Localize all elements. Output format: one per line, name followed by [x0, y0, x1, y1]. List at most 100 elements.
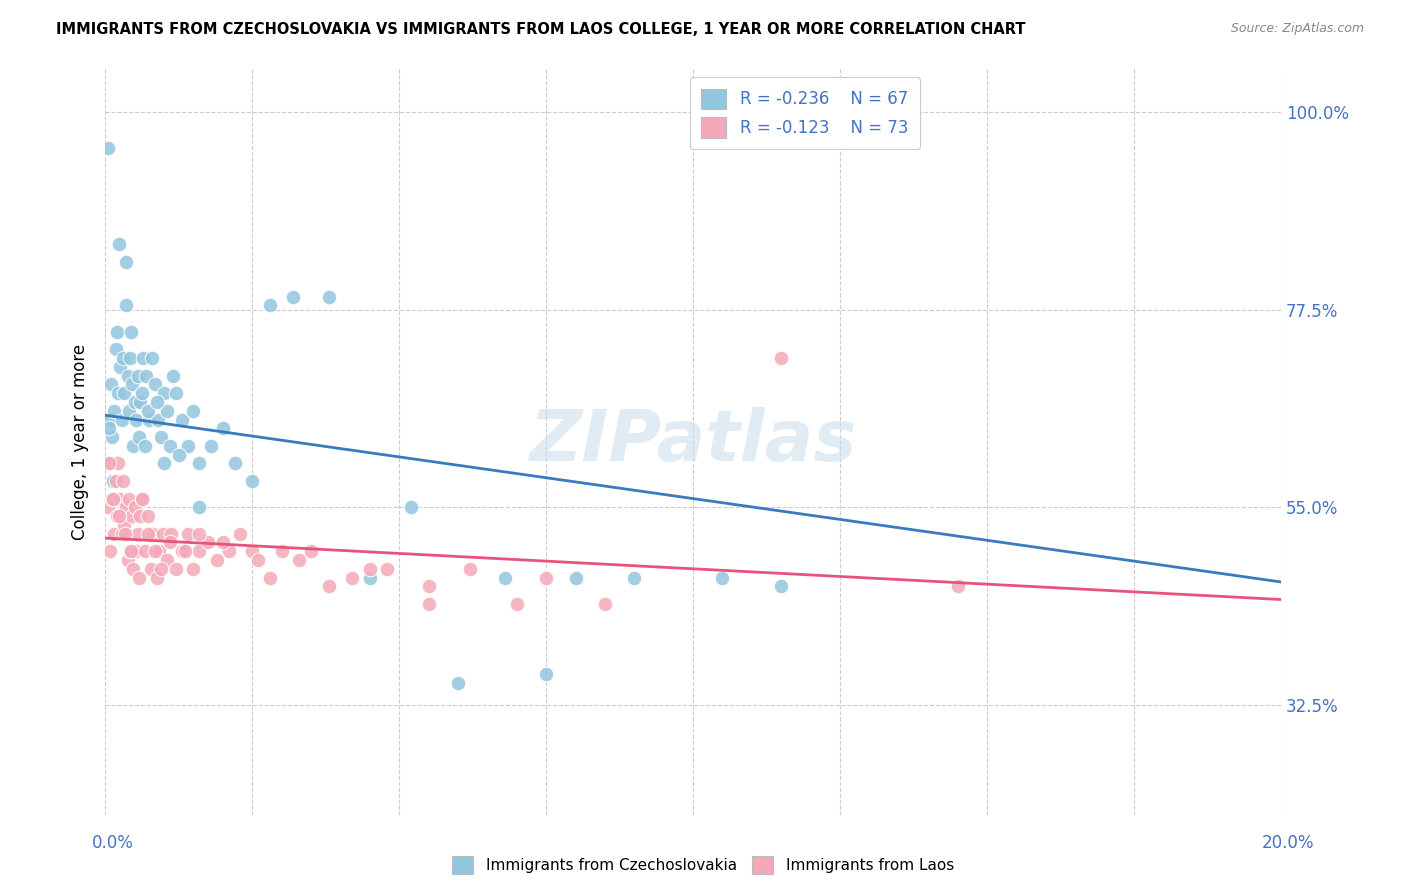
Point — [104, 474, 127, 488]
Point — [770, 579, 793, 593]
Point — [114, 298, 136, 312]
Point — [564, 571, 586, 585]
Point — [120, 544, 142, 558]
Point — [122, 562, 145, 576]
Point — [534, 571, 557, 585]
Point — [129, 395, 152, 409]
Point — [125, 544, 148, 558]
Point — [117, 368, 139, 383]
Point — [205, 553, 228, 567]
Point — [183, 404, 205, 418]
Point — [770, 351, 793, 366]
Point — [153, 386, 176, 401]
Point — [97, 421, 120, 435]
Point — [146, 571, 169, 585]
Point — [134, 544, 156, 558]
Legend: Immigrants from Czechoslovakia, Immigrants from Laos: Immigrants from Czechoslovakia, Immigran… — [446, 850, 960, 880]
Point — [121, 377, 143, 392]
Point — [114, 500, 136, 515]
Point — [118, 491, 141, 506]
Point — [458, 562, 481, 576]
Point — [946, 579, 969, 593]
Point — [111, 474, 134, 488]
Point — [340, 571, 363, 585]
Point — [103, 404, 125, 418]
Point — [318, 579, 340, 593]
Point — [165, 562, 187, 576]
Point — [131, 386, 153, 401]
Point — [259, 571, 281, 585]
Point — [218, 544, 240, 558]
Point — [128, 571, 150, 585]
Point — [121, 509, 143, 524]
Point — [229, 526, 252, 541]
Point — [105, 509, 128, 524]
Point — [534, 667, 557, 681]
Point — [138, 412, 160, 426]
Point — [165, 386, 187, 401]
Point — [176, 439, 198, 453]
Point — [152, 526, 174, 541]
Point — [173, 544, 195, 558]
Point — [107, 386, 129, 401]
Point — [136, 404, 159, 418]
Point — [108, 359, 131, 374]
Point — [418, 597, 440, 611]
Point — [711, 571, 734, 585]
Point — [211, 421, 233, 435]
Point — [112, 517, 135, 532]
Point — [101, 491, 124, 506]
Point — [143, 377, 166, 392]
Text: ZIPatlas: ZIPatlas — [530, 407, 856, 476]
Text: Source: ZipAtlas.com: Source: ZipAtlas.com — [1230, 22, 1364, 36]
Point — [120, 325, 142, 339]
Point — [142, 526, 165, 541]
Text: IMMIGRANTS FROM CZECHOSLOVAKIA VS IMMIGRANTS FROM LAOS COLLEGE, 1 YEAR OR MORE C: IMMIGRANTS FROM CZECHOSLOVAKIA VS IMMIGR… — [56, 22, 1026, 37]
Point — [108, 237, 131, 252]
Point — [159, 535, 181, 549]
Point — [148, 544, 170, 558]
Point — [418, 579, 440, 593]
Point — [150, 562, 173, 576]
Point — [117, 553, 139, 567]
Point — [176, 526, 198, 541]
Point — [111, 526, 134, 541]
Point — [170, 544, 193, 558]
Point — [359, 562, 381, 576]
Point — [359, 571, 381, 585]
Point — [156, 404, 179, 418]
Point — [259, 298, 281, 312]
Point — [162, 368, 184, 383]
Point — [506, 597, 529, 611]
Point — [270, 544, 292, 558]
Point — [188, 457, 211, 471]
Point — [240, 474, 263, 488]
Point — [188, 544, 211, 558]
Point — [118, 544, 141, 558]
Point — [129, 509, 152, 524]
Point — [283, 290, 305, 304]
Point — [160, 526, 183, 541]
Y-axis label: College, 1 year or more: College, 1 year or more — [72, 343, 89, 540]
Point — [156, 553, 179, 567]
Point — [240, 544, 263, 558]
Text: 0.0%: 0.0% — [91, 834, 134, 852]
Point — [211, 535, 233, 549]
Point — [98, 457, 121, 471]
Point — [131, 491, 153, 506]
Point — [100, 457, 122, 471]
Point — [200, 439, 222, 453]
Point — [107, 457, 129, 471]
Point — [127, 368, 149, 383]
Point — [139, 562, 162, 576]
Point — [118, 351, 141, 366]
Point — [127, 526, 149, 541]
Point — [104, 343, 127, 357]
Point — [111, 412, 134, 426]
Point — [103, 491, 125, 506]
Point — [132, 491, 155, 506]
Point — [150, 430, 173, 444]
Point — [97, 500, 120, 515]
Point — [399, 500, 422, 515]
Point — [115, 254, 138, 268]
